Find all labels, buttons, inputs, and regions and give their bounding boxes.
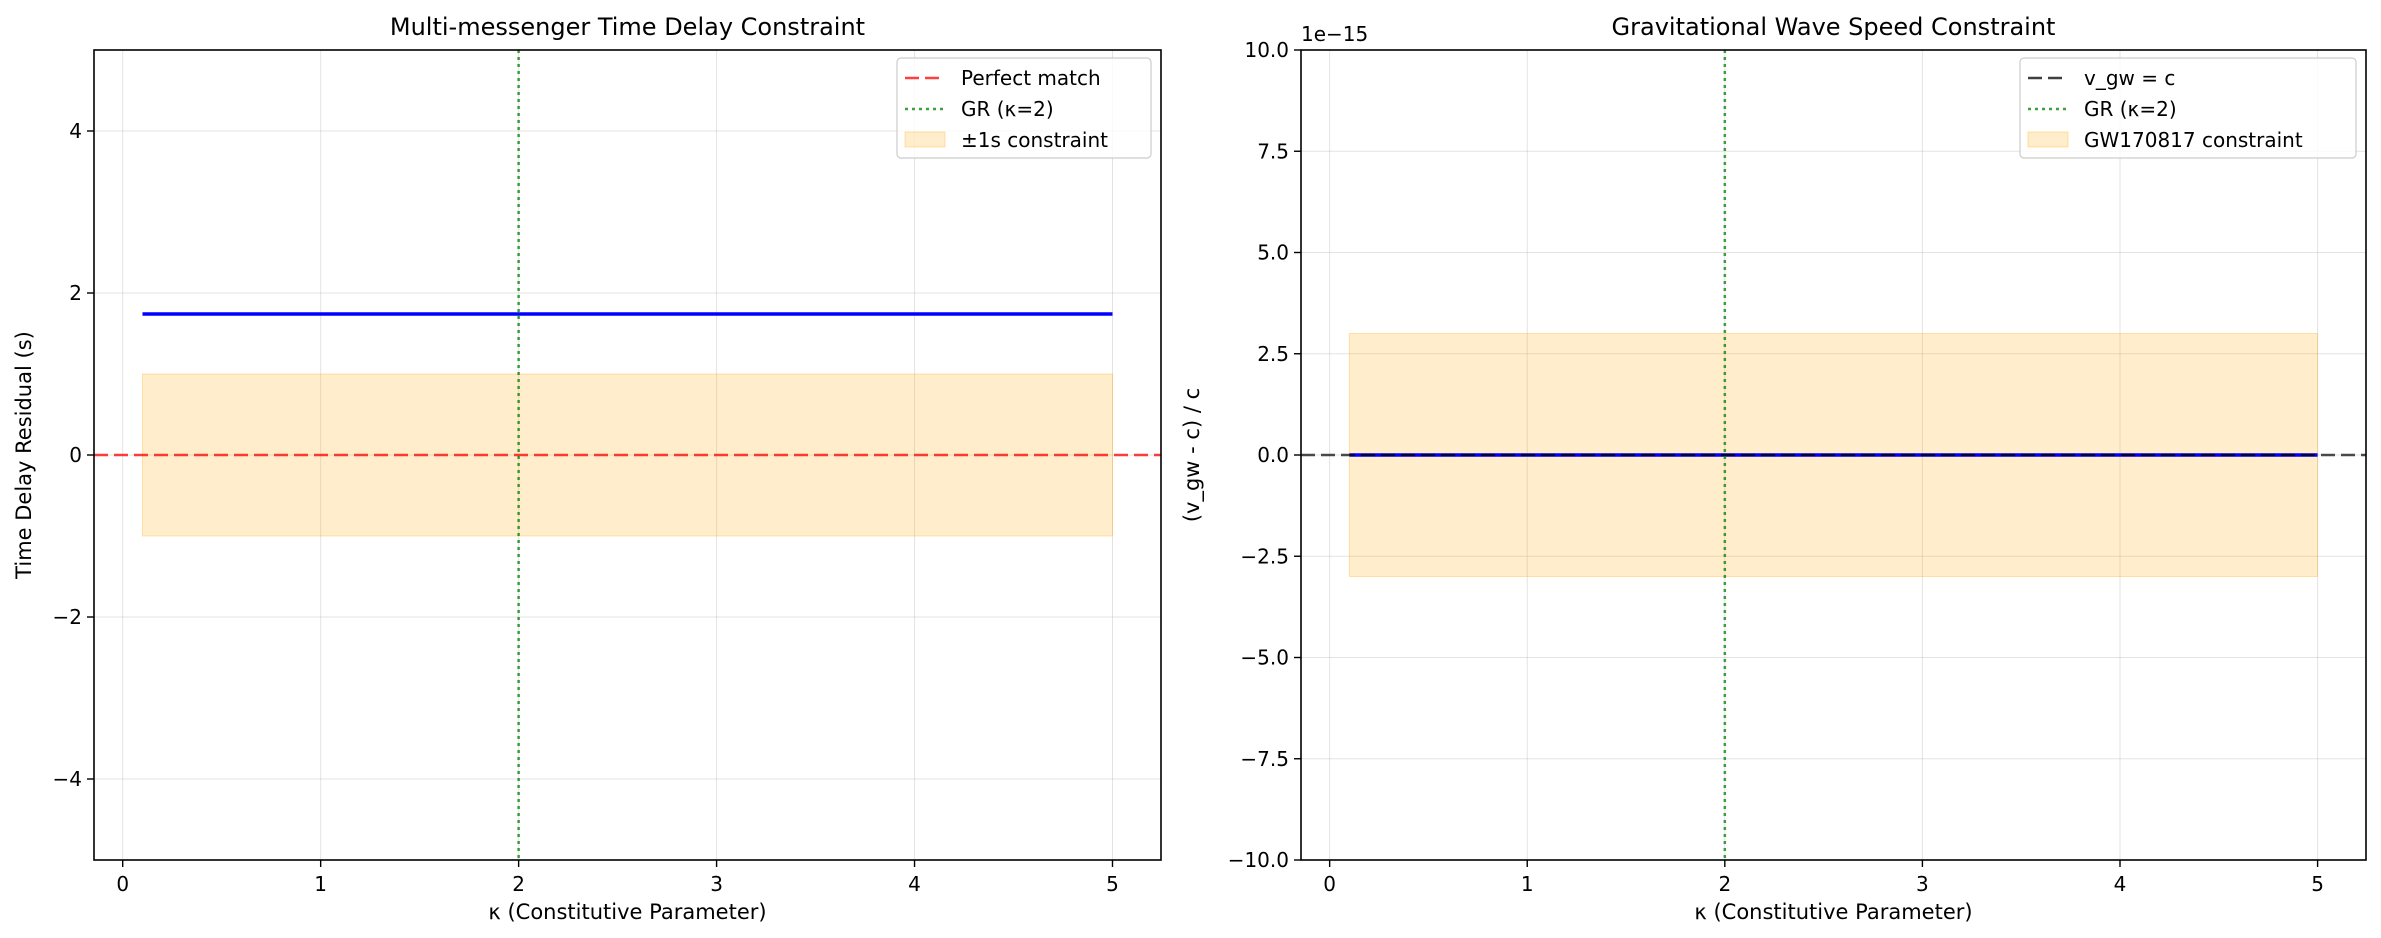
chart-title: Multi-messenger Time Delay Constraint <box>390 13 865 41</box>
legend: v_gw = c GR (κ=2) GW170817 constraint <box>2019 57 2357 159</box>
y-tick-label: 5.0 <box>1257 241 1289 265</box>
x-tick-label: 1 <box>1521 872 1534 896</box>
legend-label: GR (κ=2) <box>961 97 1054 121</box>
chart-title: Gravitational Wave Speed Constraint <box>1612 13 2056 41</box>
y-tick-label: 0 <box>69 443 82 467</box>
legend-swatch-patch <box>904 131 946 148</box>
legend-frame <box>2019 57 2357 159</box>
legend-swatch-patch <box>2027 131 2069 148</box>
x-axis-label: κ (Constitutive Parameter) <box>1694 900 1972 924</box>
plot-area <box>1301 50 2366 860</box>
chart-panel-1: 0 1 2 3 4 5 −4 −2 0 2 4 Multi-messenger Time Delay … <box>12 13 1162 924</box>
plot-area <box>94 50 1161 860</box>
chart-panel-2: 0 1 2 3 4 5 −10.0 −7.5 −5.0 −2.5 0.0 2.5 5.0 7.5 10.0 G… <box>1180 13 2367 924</box>
legend-label: ±1s constraint <box>961 128 1108 152</box>
y-tick-label: −7.5 <box>1240 747 1289 771</box>
y-tick-label: 4 <box>69 119 82 143</box>
y-tick-label: 2.5 <box>1257 342 1289 366</box>
y-tick-label: −2.5 <box>1240 544 1289 568</box>
x-tick-label: 3 <box>1916 872 1929 896</box>
y-offset-label: 1e−15 <box>1301 22 1368 46</box>
y-tick-label: −4 <box>53 767 82 791</box>
x-tick-label: 1 <box>314 872 327 896</box>
legend-label: GR (κ=2) <box>2084 97 2177 121</box>
x-tick-label: 3 <box>710 872 723 896</box>
x-tick-label: 5 <box>1106 872 1119 896</box>
legend: Perfect match GR (κ=2) ±1s constraint <box>896 57 1152 159</box>
x-tick-label: 0 <box>1323 872 1336 896</box>
y-tick-label: −2 <box>53 605 82 629</box>
x-tick-label: 4 <box>908 872 921 896</box>
x-tick-label: 5 <box>2311 872 2324 896</box>
y-axis-label: (v_gw - c) / c <box>1180 388 1205 522</box>
y-axis-label: Time Delay Residual (s) <box>12 331 36 580</box>
x-tick-label: 2 <box>1718 872 1731 896</box>
legend-label: GW170817 constraint <box>2084 128 2303 152</box>
y-tick-label: 10.0 <box>1244 38 1289 62</box>
y-tick-label: 2 <box>69 281 82 305</box>
legend-label: Perfect match <box>961 66 1101 90</box>
x-axis-label: κ (Constitutive Parameter) <box>488 900 766 924</box>
legend-label: v_gw = c <box>2084 66 2175 90</box>
x-tick-label: 2 <box>512 872 525 896</box>
y-tick-label: −5.0 <box>1240 646 1289 670</box>
x-tick-label: 4 <box>2114 872 2127 896</box>
y-tick-label: 0.0 <box>1257 443 1289 467</box>
legend-frame <box>896 57 1152 159</box>
y-tick-label: −10.0 <box>1228 848 1289 872</box>
x-tick-label: 0 <box>116 872 129 896</box>
y-tick-label: 7.5 <box>1257 139 1289 163</box>
